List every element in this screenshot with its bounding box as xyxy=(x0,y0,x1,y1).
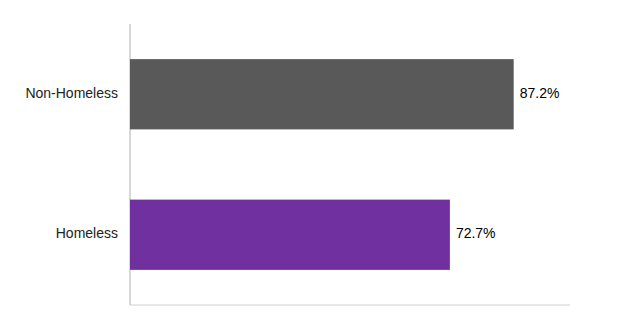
data-label: 72.7% xyxy=(456,225,496,241)
y-tick-label: Homeless xyxy=(56,225,118,241)
bars xyxy=(130,59,514,270)
data-label: 87.2% xyxy=(520,85,560,101)
chart: 72.7% Homeless 87.2% Non-Homeless xyxy=(0,0,640,329)
chart-container: 72.7% Homeless 87.2% Non-Homeless xyxy=(0,0,640,329)
bar xyxy=(130,59,514,129)
y-tick-label: Non-Homeless xyxy=(25,85,118,101)
bar xyxy=(130,200,450,270)
x-axis-line xyxy=(130,305,570,306)
